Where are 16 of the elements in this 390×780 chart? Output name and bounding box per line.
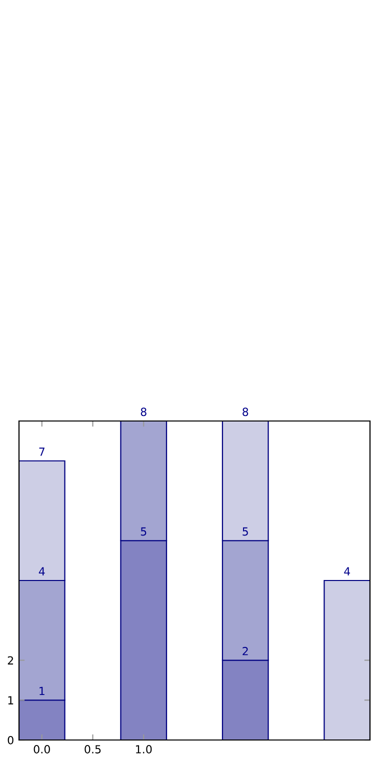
annotation: 7 bbox=[39, 448, 44, 456]
annotation: 5 bbox=[242, 527, 248, 536]
x-tick-label: 0.5 bbox=[84, 745, 101, 754]
y-tick-label: 2 bbox=[8, 656, 14, 664]
annotation: 4 bbox=[344, 567, 350, 576]
annotation: 2 bbox=[242, 646, 248, 656]
annotation: 8 bbox=[242, 408, 248, 416]
annotation: 5 bbox=[140, 527, 146, 536]
x-tick-label: 0.0 bbox=[34, 745, 50, 754]
y-tick-label: 1 bbox=[8, 696, 14, 704]
annotation: 8 bbox=[140, 408, 146, 416]
annotation: 4 bbox=[38, 567, 45, 576]
bar bbox=[324, 580, 370, 740]
annotation: 1 bbox=[40, 686, 44, 696]
x-tick-label: 1.0 bbox=[136, 745, 152, 754]
y-tick-label: 0 bbox=[8, 736, 14, 744]
